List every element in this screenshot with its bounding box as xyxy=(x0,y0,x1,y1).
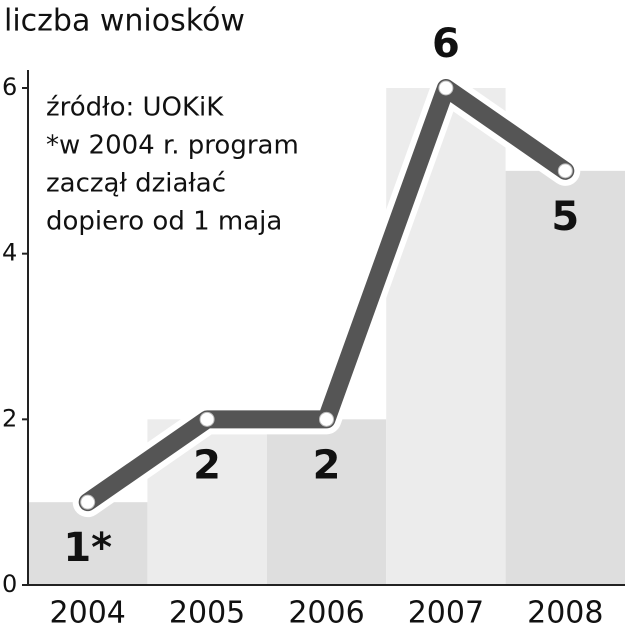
y-tick-label: 6 xyxy=(2,73,17,101)
chart-title: liczba wniosków xyxy=(4,4,245,39)
annotation: dopiero od 1 maja xyxy=(46,207,282,237)
bar xyxy=(505,170,625,586)
point xyxy=(557,163,573,179)
y-tick-label: 4 xyxy=(2,239,17,267)
x-tick-label: 2004 xyxy=(50,596,126,631)
value-label: 2 xyxy=(193,442,221,488)
annotation: *w 2004 r. program xyxy=(46,131,299,161)
annotation: źródło: UOKiK xyxy=(46,93,224,123)
x-tick-label: 2008 xyxy=(527,596,603,631)
y-tick-label: 0 xyxy=(2,570,17,598)
x-tick-label: 2007 xyxy=(408,596,484,631)
value-label: 2 xyxy=(313,442,341,488)
point xyxy=(199,411,215,427)
x-tick-label: 2005 xyxy=(169,596,245,631)
point xyxy=(319,411,334,427)
bar xyxy=(266,419,387,585)
y-tick-label: 2 xyxy=(2,404,17,432)
value-label: 1* xyxy=(63,525,112,571)
value-label: 5 xyxy=(551,194,579,240)
value-label: 6 xyxy=(432,21,460,67)
annotation: zaczął działać xyxy=(46,169,226,199)
x-tick-label: 2006 xyxy=(288,596,364,631)
point xyxy=(80,494,96,510)
point xyxy=(438,80,454,96)
